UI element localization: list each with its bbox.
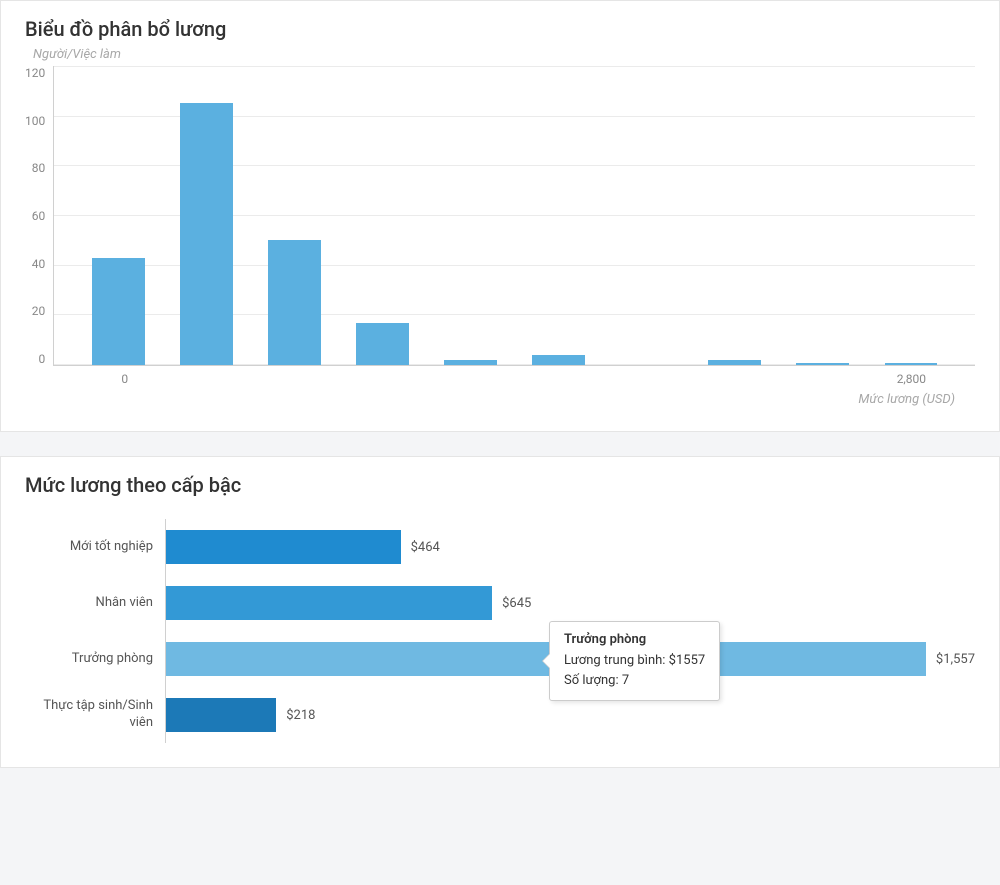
- vchart-x-tick: [605, 372, 692, 386]
- x-axis-title: Mức lương (USD): [25, 392, 975, 407]
- vchart-x-tick: [168, 372, 255, 386]
- vchart-y-tick: 80: [32, 161, 46, 175]
- vchart-bar-column[interactable]: [338, 66, 426, 365]
- vchart-bar[interactable]: [885, 363, 938, 365]
- tooltip-line-avg: Lương trung bình: $1557: [564, 651, 705, 671]
- vchart-y-tick: 20: [32, 304, 46, 318]
- vchart-bar[interactable]: [92, 258, 145, 365]
- vchart-bar-column[interactable]: [250, 66, 338, 365]
- vchart-bar[interactable]: [708, 360, 761, 365]
- vchart-y-tick: 60: [32, 209, 46, 223]
- vchart-x-tick: [256, 372, 343, 386]
- chart-tooltip: Trưởng phòng Lương trung bình: $1557 Số …: [549, 621, 720, 701]
- vchart-bar[interactable]: [444, 360, 497, 365]
- vchart-bar[interactable]: [532, 355, 585, 365]
- vchart-x-tick: 2,800: [868, 372, 955, 386]
- hchart-row: Mới tốt nghiệp $464: [25, 519, 975, 575]
- vchart-bar[interactable]: [356, 323, 409, 365]
- vchart-x-tick: [431, 372, 518, 386]
- vchart-x-tick: [693, 372, 780, 386]
- hchart-value-label: $1,557: [936, 652, 975, 667]
- vchart-y-tick: 100: [25, 114, 45, 128]
- vchart-x-axis: 0 2,800: [61, 366, 975, 386]
- vchart-bar-column[interactable]: [691, 66, 779, 365]
- vchart-x-tick: 0: [81, 372, 168, 386]
- hchart-row-label: Trưởng phòng: [25, 651, 165, 668]
- vchart-bar-column[interactable]: [515, 66, 603, 365]
- hchart-value-label: $464: [411, 540, 440, 555]
- hchart-row: Thực tập sinh/Sinh viên $218: [25, 687, 975, 743]
- tooltip-line-count: Số lượng: 7: [564, 671, 705, 691]
- hchart-bar-wrap: $464: [165, 519, 975, 575]
- vchart-bar[interactable]: [180, 103, 233, 365]
- vchart: 120 100 80 60 40 20 0: [25, 66, 975, 366]
- vchart-bars: [54, 66, 975, 365]
- vchart-bar-column[interactable]: [867, 66, 955, 365]
- hchart-value-label: $645: [502, 596, 531, 611]
- hchart-row-label: Mới tốt nghiệp: [25, 539, 165, 556]
- vchart-y-tick: 120: [25, 66, 45, 80]
- hchart-row-label: Nhân viên: [25, 595, 165, 612]
- vchart-bar-column[interactable]: [74, 66, 162, 365]
- vchart-bar-column[interactable]: [427, 66, 515, 365]
- vchart-x-tick: [343, 372, 430, 386]
- salary-distribution-title: Biểu đồ phân bổ lương: [25, 17, 975, 41]
- tooltip-title: Trưởng phòng: [564, 632, 705, 647]
- hchart-value-label: $218: [286, 708, 315, 723]
- hchart-bar[interactable]: [166, 530, 401, 564]
- vchart-x-tick: [518, 372, 605, 386]
- hchart-bar[interactable]: [166, 698, 276, 732]
- vchart-plot: [53, 66, 975, 366]
- salary-by-level-title: Mức lương theo cấp bậc: [25, 473, 975, 497]
- vchart-x-tick: [780, 372, 867, 386]
- vchart-bar-column[interactable]: [162, 66, 250, 365]
- vchart-bar-column[interactable]: [603, 66, 691, 365]
- hchart-row: Trưởng phòng $1,557: [25, 631, 975, 687]
- y-axis-title: Người/Việc làm: [33, 47, 975, 62]
- hchart-row-label: Thực tập sinh/Sinh viên: [25, 698, 165, 732]
- vchart-bar[interactable]: [796, 363, 849, 365]
- vchart-bar-column[interactable]: [779, 66, 867, 365]
- salary-by-level-card: Mức lương theo cấp bậc Mới tốt nghiệp $46…: [0, 456, 1000, 768]
- vchart-y-tick: 40: [32, 257, 46, 271]
- vchart-bar[interactable]: [268, 240, 321, 365]
- vchart-y-tick: 0: [38, 352, 45, 366]
- vchart-y-axis: 120 100 80 60 40 20 0: [25, 66, 53, 366]
- hchart-bar[interactable]: [166, 586, 492, 620]
- hchart: Mới tốt nghiệp $464 Nhân viên $645 Trưởng ph…: [25, 503, 975, 743]
- salary-distribution-card: Biểu đồ phân bổ lương Người/Việc làm 120…: [0, 0, 1000, 432]
- hchart-row: Nhân viên $645: [25, 575, 975, 631]
